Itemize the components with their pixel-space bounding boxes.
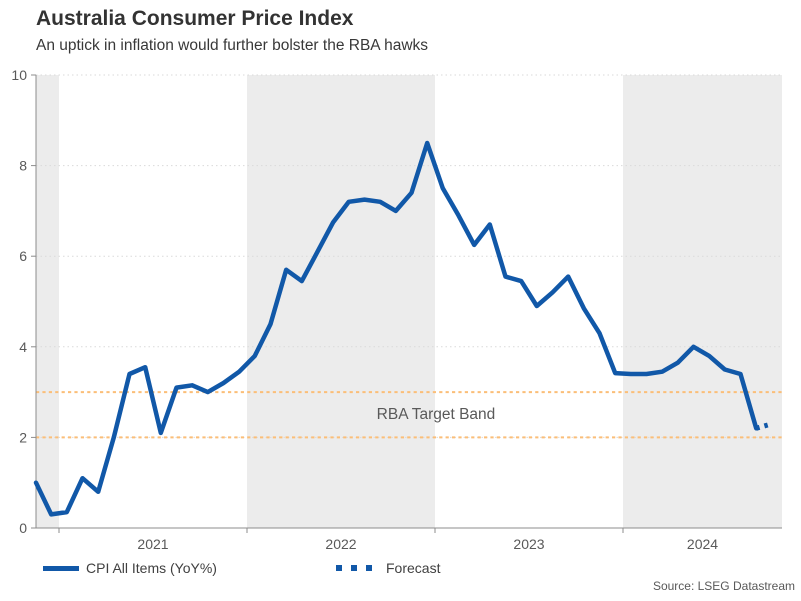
legend-item-cpi: CPI All Items (YoY%) bbox=[43, 559, 217, 577]
legend-item-forecast: Forecast bbox=[336, 559, 440, 577]
source-credit: Source: LSEG Datastream bbox=[652, 579, 795, 593]
x-tick-label: 2023 bbox=[513, 536, 544, 552]
chart-title: Australia Consumer Price Index bbox=[36, 7, 354, 30]
y-tick-label: 6 bbox=[19, 248, 27, 264]
legend-label-forecast: Forecast bbox=[386, 560, 441, 576]
forecast-line bbox=[755, 421, 773, 431]
x-tick-label: 2024 bbox=[687, 536, 718, 552]
cpi-line-swatch-icon bbox=[43, 565, 79, 571]
x-tick-label: 2022 bbox=[325, 536, 356, 552]
year-shading-band bbox=[623, 75, 782, 528]
x-tick-label: 2021 bbox=[137, 536, 168, 552]
chart-subtitle: An uptick in inflation would further bol… bbox=[36, 37, 429, 54]
y-tick-label: 2 bbox=[19, 429, 27, 445]
y-tick-label: 4 bbox=[19, 339, 27, 355]
y-tick-label: 10 bbox=[11, 67, 27, 83]
target-band-annotation: RBA Target Band bbox=[377, 406, 496, 423]
forecast-dots-swatch-icon bbox=[336, 565, 372, 571]
y-tick-label: 8 bbox=[19, 158, 27, 174]
year-shading-band bbox=[36, 75, 59, 528]
legend-label-cpi: CPI All Items (YoY%) bbox=[86, 560, 217, 576]
cpi-line bbox=[33, 140, 759, 517]
y-tick-label: 0 bbox=[19, 520, 27, 536]
